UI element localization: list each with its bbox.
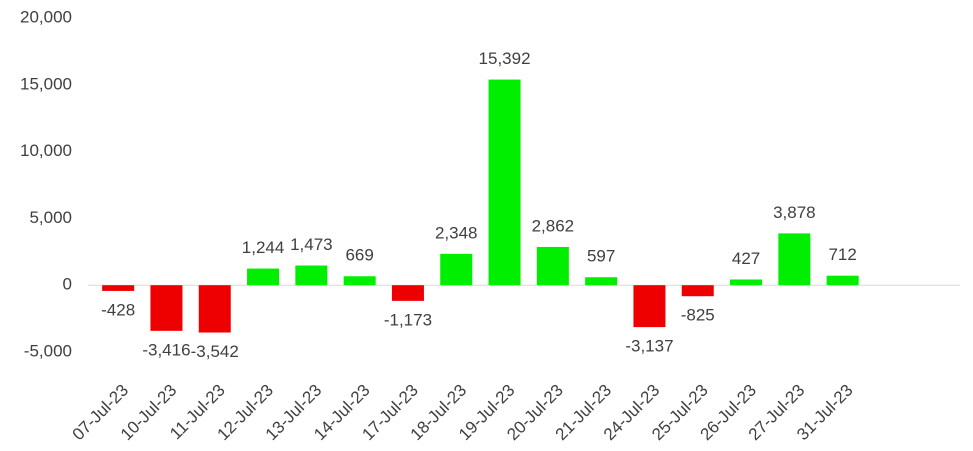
bar: [633, 285, 666, 328]
bar: [247, 268, 280, 286]
bar: [778, 233, 811, 286]
data-label: -3,137: [625, 337, 673, 356]
bar: [440, 253, 473, 286]
bar: [343, 276, 376, 286]
bar: [391, 285, 424, 301]
bar: [826, 275, 859, 286]
data-label: 2,348: [435, 223, 478, 242]
data-label: 1,473: [290, 235, 333, 254]
data-label: 427: [732, 249, 760, 268]
bar: [585, 277, 618, 286]
data-label: 712: [828, 245, 856, 264]
y-tick-label: 5,000: [29, 208, 72, 227]
data-label: -3,416: [142, 340, 190, 359]
y-tick-label: 15,000: [20, 74, 72, 93]
bar: [730, 279, 763, 286]
bar: [536, 246, 569, 286]
data-label: 2,862: [532, 216, 575, 235]
y-tick-label: -5,000: [24, 341, 72, 360]
data-label: -1,173: [384, 310, 432, 329]
y-tick-label: 0: [63, 275, 72, 294]
bar: [150, 285, 183, 331]
data-label: -428: [101, 300, 135, 319]
data-label: -3,542: [191, 342, 239, 361]
bar: [102, 285, 135, 291]
data-label: 15,392: [479, 49, 531, 68]
data-label: -825: [681, 306, 715, 325]
data-label: 669: [345, 246, 373, 265]
y-tick-label: 10,000: [20, 141, 72, 160]
bar: [198, 285, 231, 333]
data-label: 597: [587, 247, 615, 266]
data-label: 1,244: [242, 238, 285, 257]
bar: [295, 265, 328, 286]
bar: [681, 285, 714, 297]
bar: [488, 79, 521, 286]
y-tick-label: 20,000: [20, 7, 72, 26]
data-label: 3,878: [773, 203, 816, 222]
